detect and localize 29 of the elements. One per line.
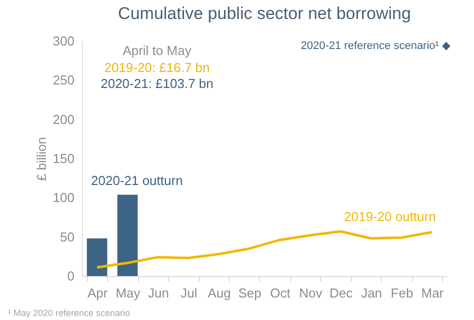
y-tick-label: 100 [52,190,74,206]
y-axis-title: £ billion [34,136,49,182]
y-tick-label: 50 [60,229,74,244]
x-tick-label: Jun [148,286,169,300]
y-tick-label: 0 [67,268,74,284]
x-tick-label: Jul [180,286,198,300]
y-tick-label: 250 [52,72,74,88]
x-tick-label: Sep [238,286,262,300]
annotation: 2020-21: £103.7 bn [100,76,214,91]
y-tick-label: 200 [52,112,74,127]
x-tick-label: Mar [421,286,444,300]
annotation: 2020-21 reference scenario¹ ◆ [300,40,451,52]
chart-title: Cumulative public sector net borrowing [118,4,411,23]
x-tick-label: Dec [330,286,354,300]
x-tick-label: Nov [299,286,323,300]
x-tick-label: Oct [270,286,291,300]
x-tick-label: Jan [361,286,382,300]
x-tick-label: Apr [87,286,108,300]
x-tick-label: Feb [390,286,414,300]
y-tick-label: 300 [52,34,74,48]
x-tick-label: Aug [208,286,231,300]
annotation: April to May [122,43,192,58]
x-tick-label: May [116,286,141,300]
line-series [96,230,434,269]
series-label: 2020-21 outturn [91,173,183,188]
series-label: 2019-20 outturn [344,209,436,224]
y-tick-label: 150 [52,151,74,166]
text: ¹ May 2020 reference scenario [8,308,130,318]
annotation: 2019-20: £16.7 bn [104,60,210,75]
